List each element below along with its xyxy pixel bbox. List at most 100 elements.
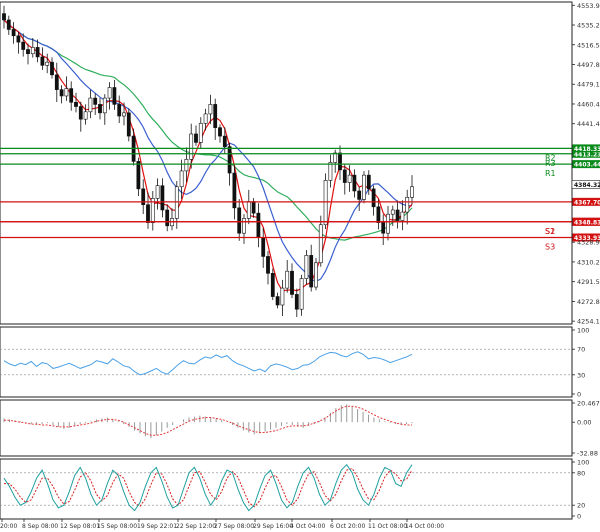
- candle: [146, 192, 150, 229]
- candle: [390, 205, 395, 226]
- macd-histogram: [3, 404, 413, 439]
- price-tick-label: 4441.45: [577, 120, 600, 128]
- candle: [64, 76, 69, 101]
- level-name: R2: [545, 153, 556, 162]
- current-price-value: 4384.32: [574, 182, 600, 189]
- stoch-k-series: [3, 463, 413, 512]
- candle: [314, 258, 318, 291]
- price-tick-label: 4328.95: [577, 239, 600, 247]
- level-value: 4413.23: [574, 151, 600, 158]
- stochastic-axis: 100 80 20 0: [571, 459, 589, 521]
- candle: [189, 123, 194, 169]
- time-tick-label: 19 Sep 22:01: [137, 523, 177, 530]
- candle: [78, 101, 83, 132]
- level-value: 4367.70: [574, 199, 600, 206]
- candle: [126, 108, 131, 142]
- candle: [203, 108, 208, 131]
- candle: [155, 178, 160, 210]
- candle: [290, 263, 294, 299]
- candle: [222, 127, 227, 154]
- candle: [318, 215, 323, 267]
- candle: [294, 288, 299, 318]
- rsi-line: [3, 351, 413, 376]
- candle: [2, 5, 6, 29]
- price-tick-label: 4254.15: [577, 318, 600, 326]
- candle: [83, 104, 88, 125]
- time-tick-label: 22 Sep 12:00: [176, 523, 216, 530]
- candle: [59, 85, 64, 104]
- axis-tick-label: 20.467: [577, 400, 600, 408]
- time-tick-label: 14 Oct 00:00: [405, 523, 444, 530]
- level-line: 4367.70: [0, 197, 600, 206]
- candle: [208, 94, 213, 125]
- candle: [405, 189, 410, 225]
- candle: [69, 81, 74, 111]
- candle: [299, 274, 304, 316]
- price-tick-label: 4516.50: [577, 41, 600, 49]
- candle: [342, 163, 347, 195]
- price-panel[interactable]: R3 4413.23 R2 4418.33 R1 4403.44 4367.70 S1 4348…: [0, 1, 600, 326]
- stoch-d-series: [4, 467, 413, 508]
- candle: [117, 95, 122, 124]
- candle: [50, 57, 54, 79]
- level-name: R3: [545, 159, 556, 168]
- time-tick-label: 27 Sep 08:00: [214, 523, 254, 530]
- rsi-series: [3, 351, 413, 376]
- candle: [381, 214, 386, 245]
- time-tick-label: 15 Sep 08:00: [97, 523, 137, 530]
- candle: [6, 15, 11, 35]
- rsi-axis: 100 70 30 0: [571, 327, 589, 399]
- ma-mid-line: [3, 19, 413, 283]
- candle: [165, 204, 170, 232]
- level-r1: R1 4403.44: [0, 160, 600, 178]
- candle: [88, 89, 93, 119]
- candle: [112, 79, 117, 110]
- support-resistance-levels: R3 4413.23 R2 4418.33 R1 4403.44 4367.70 S1 4348…: [0, 144, 600, 252]
- candle: [26, 43, 30, 65]
- candle: [74, 92, 78, 113]
- time-tick-label: 12 Sep 08:01: [60, 523, 100, 530]
- candle: [357, 187, 362, 211]
- level-value: 4333.93: [574, 235, 600, 242]
- candle: [218, 124, 222, 143]
- candle: [338, 145, 342, 181]
- candle: [174, 181, 179, 229]
- candle: [371, 185, 376, 216]
- candle: [323, 173, 328, 229]
- level-value: 4403.44: [574, 162, 600, 169]
- price-axis: 4553.90 4535.20 4516.50 4497.80 4479.10 4460.…: [571, 2, 600, 326]
- axis-tick-label: 30: [577, 371, 585, 379]
- stochastic-panel[interactable]: 100 80 20 0: [0, 458, 589, 521]
- price-tick-label: 4497.80: [577, 61, 600, 69]
- candle: [40, 47, 45, 71]
- macd-panel[interactable]: 20.467 0.00 -32.88: [0, 399, 600, 458]
- price-tick-label: 4291.55: [577, 278, 600, 286]
- axis-tick-label: 0.00: [577, 419, 591, 427]
- level-value: 4348.83: [574, 219, 600, 226]
- candle: [21, 33, 26, 57]
- candle: [309, 244, 314, 292]
- candle: [266, 251, 270, 285]
- ma-slow-line: [3, 19, 413, 241]
- candle: [198, 117, 203, 149]
- candle: [328, 154, 333, 188]
- level-value: 4418.33: [574, 146, 600, 153]
- axis-tick-label: 70: [577, 346, 585, 354]
- price-tick-label: 4553.90: [577, 2, 600, 10]
- candle: [30, 37, 35, 58]
- candle: [150, 191, 155, 231]
- candle: [93, 93, 98, 115]
- price-tick-label: 4535.20: [577, 22, 600, 30]
- level-s2: S2 4348.83: [0, 217, 600, 236]
- candle: [16, 31, 21, 54]
- candle: [35, 39, 40, 63]
- rsi-panel[interactable]: 100 70 30 0: [0, 326, 589, 399]
- level-name: R1: [545, 169, 556, 178]
- price-tick-label: 4460.40: [577, 100, 600, 108]
- candle: [184, 147, 189, 183]
- candle: [45, 53, 50, 74]
- candle: [366, 170, 371, 195]
- level-name: S1: [545, 227, 555, 236]
- stochastic-grid: [0, 472, 572, 506]
